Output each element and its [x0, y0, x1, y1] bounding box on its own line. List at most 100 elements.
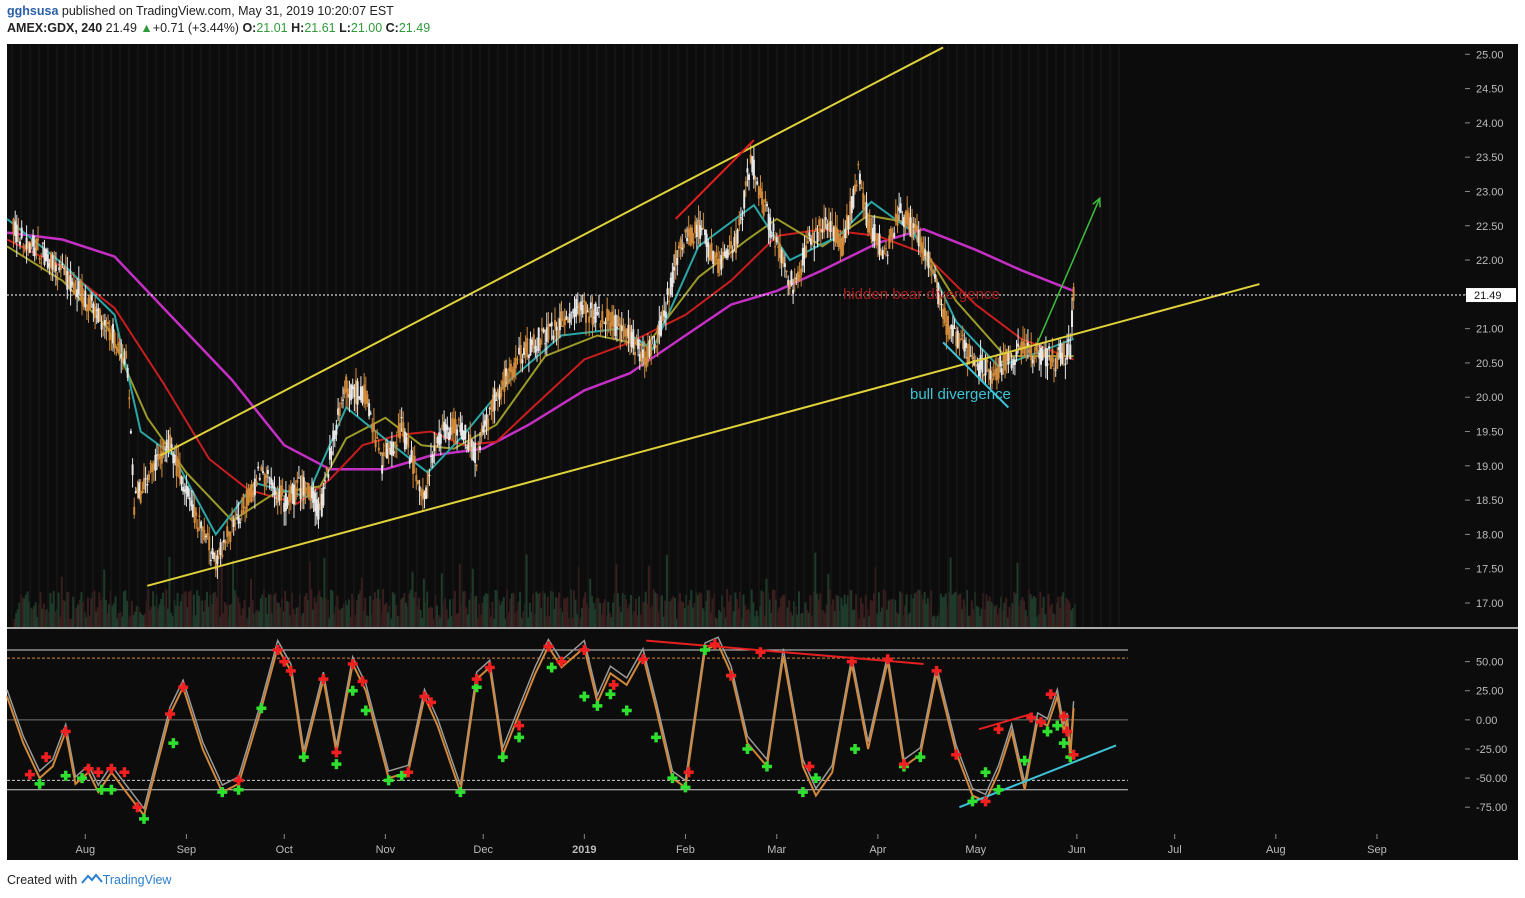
- volume-bar: [507, 612, 510, 627]
- candle-body: [912, 223, 915, 228]
- volume-bar: [952, 593, 955, 627]
- volume-bar: [674, 598, 676, 627]
- candle-body: [169, 434, 172, 450]
- volume-bar: [652, 589, 655, 627]
- last-price: 21.49: [105, 21, 137, 35]
- candle-body: [1002, 355, 1005, 363]
- author-name[interactable]: gghsusa: [7, 4, 59, 18]
- candle-body: [299, 488, 302, 499]
- volume-bar: [842, 605, 844, 627]
- volume-bar: [837, 595, 840, 627]
- volume-bar: [517, 602, 520, 627]
- volume-bar: [188, 592, 190, 627]
- volume-bar: [995, 604, 998, 627]
- candle-body: [1059, 343, 1062, 359]
- sell-signal-icon: [1062, 726, 1073, 737]
- candle-body: [849, 201, 852, 221]
- candle-body: [434, 445, 437, 448]
- volume-bar: [422, 578, 425, 627]
- volume-bar: [235, 594, 238, 627]
- time-axis[interactable]: [7, 834, 1518, 860]
- tradingview-link[interactable]: TradingView: [102, 873, 172, 887]
- volume-bar: [618, 606, 621, 627]
- candle-body: [687, 228, 690, 237]
- sell-signal-icon: [403, 767, 414, 778]
- candle-body: [403, 431, 406, 450]
- volume-bars: [13, 550, 1076, 627]
- candle-body: [622, 326, 625, 330]
- buy-signal-icon: [96, 784, 107, 795]
- oscillator-axis[interactable]: [1465, 629, 1518, 834]
- candle-body: [151, 463, 154, 472]
- candle-body: [172, 454, 175, 464]
- volume-bar: [121, 616, 124, 627]
- tradingview-logo-icon[interactable]: [80, 873, 103, 887]
- candle-body: [868, 217, 871, 233]
- candle-body: [40, 262, 43, 264]
- candle-body: [112, 324, 114, 344]
- oscillator-line: [6, 642, 1075, 818]
- candle-body: [257, 466, 260, 469]
- volume-bar: [786, 607, 789, 627]
- candle-body: [105, 330, 108, 332]
- time-tick-label: Nov: [376, 844, 396, 856]
- candle-body: [462, 431, 465, 441]
- volume-bar: [21, 597, 24, 627]
- volume-bar: [168, 556, 171, 627]
- volume-bar: [13, 619, 16, 627]
- candle-body: [108, 328, 111, 341]
- volume-bar: [515, 610, 518, 627]
- candle-body: [320, 493, 323, 517]
- candle-body: [973, 360, 976, 366]
- volume-bar: [375, 598, 378, 627]
- volume-bar: [1072, 607, 1074, 627]
- candle-body: [511, 369, 514, 378]
- price-tick-label: 18.50: [1476, 495, 1504, 507]
- volume-bar: [1047, 593, 1050, 627]
- volume-bar: [46, 609, 49, 627]
- volume-bar: [364, 597, 367, 627]
- candle-body: [867, 220, 870, 233]
- volume-bar: [949, 557, 952, 627]
- volume-bar: [718, 609, 721, 627]
- close-value: 21.49: [398, 21, 431, 35]
- candle-body: [203, 530, 206, 540]
- volume-bar: [455, 614, 458, 627]
- volume-bar: [95, 611, 98, 627]
- volume-bar: [832, 599, 835, 627]
- candle-body: [896, 214, 899, 226]
- volume-bar: [458, 563, 461, 627]
- candle-body: [25, 237, 28, 249]
- buy-signal-icon: [1042, 726, 1053, 737]
- sell-signal-icon: [119, 767, 130, 778]
- price-axis[interactable]: [1465, 44, 1518, 627]
- volume-bar: [453, 590, 456, 627]
- volume-bar: [36, 617, 39, 627]
- candle-body: [190, 500, 193, 507]
- candle-body: [408, 458, 411, 464]
- volume-bar: [654, 592, 657, 627]
- volume-bar: [647, 565, 650, 627]
- candle-body: [121, 357, 124, 362]
- candle-body: [490, 400, 493, 410]
- candle-body: [206, 533, 209, 536]
- candle-body: [177, 459, 180, 467]
- candle-body: [314, 492, 317, 512]
- volume-bar: [85, 617, 88, 627]
- volume-bar: [491, 601, 494, 627]
- candle-body: [444, 423, 447, 439]
- time-tick-label: May: [965, 844, 986, 856]
- candle-body: [281, 488, 284, 491]
- sell-signal-icon: [993, 724, 1004, 735]
- buy-signal-icon: [761, 761, 772, 772]
- volume-bar: [347, 599, 350, 627]
- candle-body: [826, 224, 829, 231]
- volume-bar: [858, 619, 861, 627]
- candle-body: [606, 308, 609, 322]
- candle-body: [870, 232, 873, 240]
- candle-body: [1000, 368, 1003, 375]
- volume-bar: [83, 612, 86, 627]
- candle-body: [337, 408, 340, 415]
- candle-body: [467, 442, 470, 451]
